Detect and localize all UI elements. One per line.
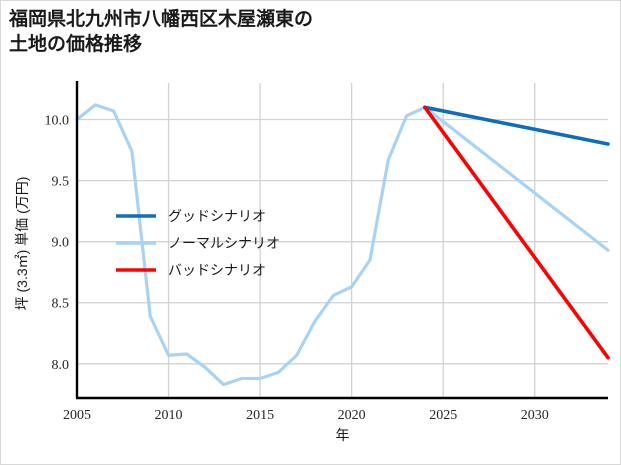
y-tick-labels: 8.0 8.5 9.0 9.5 10.0 <box>45 114 70 373</box>
legend-label-0: グッドシナリオ <box>168 209 266 225</box>
x-tick-label: 2005 <box>63 408 91 423</box>
x-tick-label: 2010 <box>155 408 183 423</box>
x-axis-title: 年 <box>336 427 350 443</box>
y-tick-label: 8.0 <box>52 358 70 373</box>
chart-title: 福岡県北九州市八幡西区木屋瀬東の 土地の価格推移 <box>9 9 314 56</box>
y-tick-label: 10.0 <box>45 114 70 129</box>
x-tick-label: 2015 <box>246 408 274 423</box>
series-line-bad <box>423 105 610 360</box>
legend-label-1: ノーマルシナリオ <box>168 237 280 252</box>
x-tick-labels: 2005 2010 2015 2020 2025 2030 <box>63 408 549 423</box>
axis-spines <box>75 81 608 400</box>
axis-titles: 年 坪 (3.3㎡) 単価 (万円) <box>14 177 350 443</box>
data-series-layer <box>75 103 610 387</box>
y-tick-label: 9.0 <box>52 236 70 251</box>
legend-label-2: バッドシナリオ <box>168 264 266 279</box>
x-tick-label: 2025 <box>429 408 457 423</box>
y-tick-label: 9.5 <box>52 175 70 190</box>
x-tick-label: 2020 <box>338 408 366 423</box>
gridlines <box>76 83 608 398</box>
y-axis-title: 坪 (3.3㎡) 単価 (万円) <box>14 177 30 311</box>
y-tick-label: 8.5 <box>52 297 70 312</box>
series-line-good <box>423 105 610 146</box>
x-tick-label: 2030 <box>521 408 549 423</box>
series-line-normal <box>75 103 610 387</box>
